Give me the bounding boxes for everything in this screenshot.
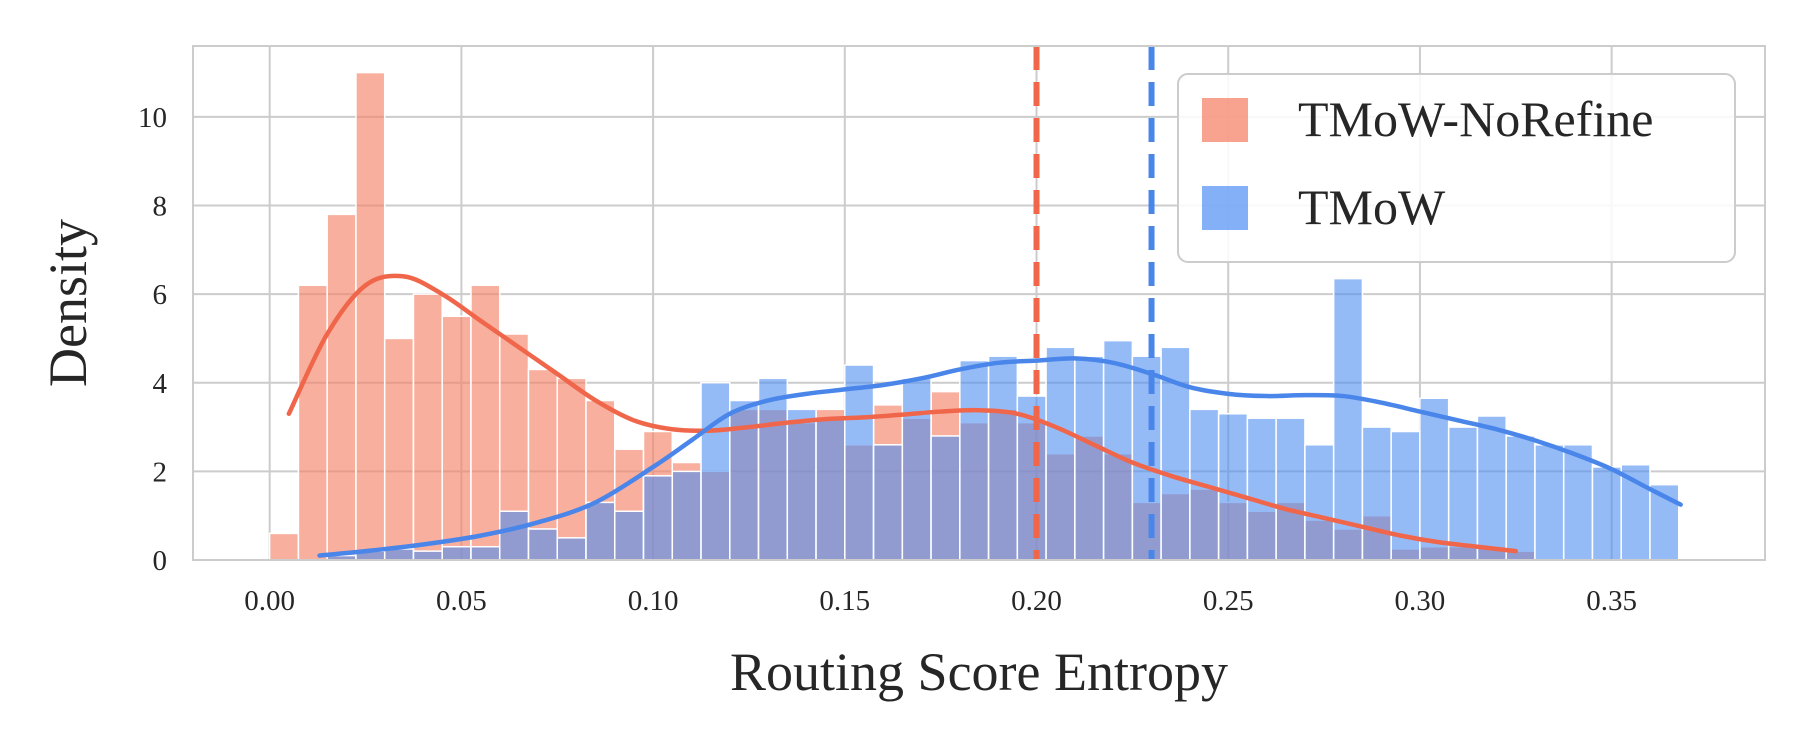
x-tick-label-5: 0.25 [1203, 585, 1254, 617]
histogram-bars [268, 71, 1680, 561]
bar-series0-3 [355, 71, 386, 561]
bar-series1-9 [585, 501, 616, 561]
x-tick-label-6: 0.30 [1395, 585, 1446, 617]
bar-series0-0 [268, 532, 300, 561]
bar-series0-6 [441, 315, 472, 561]
bar-series1-18 [844, 364, 875, 561]
bar-series1-41 [1505, 435, 1536, 561]
mean-lines [1033, 46, 1155, 560]
bar-series1-21 [930, 435, 961, 561]
x-tick-label-1: 0.05 [436, 585, 487, 617]
bar-series0-1 [297, 284, 328, 561]
bar-series1-33 [1275, 417, 1306, 561]
bar-series1-4 [441, 545, 472, 561]
bar-series1-38 [1419, 397, 1450, 561]
bar-series1-8 [556, 537, 587, 561]
bar-series1-31 [1217, 413, 1249, 561]
y-tick-label-3: 6 [153, 279, 168, 311]
bar-series0-4 [383, 337, 415, 561]
plot-frame [192, 45, 1766, 561]
y-tick-label-0: 0 [153, 545, 168, 577]
bar-series1-7 [527, 528, 558, 561]
bar-series1-26 [1074, 355, 1105, 561]
bar-series1-44 [1591, 466, 1622, 561]
bar-series1-36 [1361, 426, 1392, 561]
bar-series1-39 [1447, 426, 1479, 561]
bar-series1-32 [1246, 417, 1277, 561]
bar-series0-2 [326, 213, 357, 561]
kde-curves [286, 273, 1683, 558]
bar-series1-10 [614, 510, 645, 561]
bar-series1-42 [1534, 444, 1565, 561]
bar-series1-5 [470, 545, 501, 561]
bar-series1-23 [987, 355, 1019, 561]
bar-series1-17 [815, 417, 846, 561]
bar-series1-20 [901, 377, 932, 561]
bar-series0-10 [556, 377, 587, 561]
x-tick-label-7: 0.35 [1586, 585, 1637, 617]
legend-label-1: TMoW [1298, 179, 1446, 235]
kde-curve-0 [286, 273, 1519, 554]
legend-label-0: TMoW-NoRefine [1298, 91, 1653, 147]
bar-series1-16 [786, 408, 817, 561]
y-tick-label-2: 4 [153, 368, 168, 400]
x-axis-title: Routing Score Entropy [730, 642, 1228, 702]
bar-series1-6 [498, 510, 530, 561]
y-axis-title: Density [38, 219, 98, 387]
bar-series0-5 [412, 293, 443, 561]
bar-series1-13 [700, 382, 731, 561]
legend: TMoW-NoRefine TMoW [1177, 73, 1736, 263]
bar-series1-40 [1476, 415, 1507, 561]
kde-curve-1 [317, 356, 1683, 558]
x-tick-label-3: 0.15 [819, 585, 870, 617]
bar-series1-12 [671, 470, 702, 561]
bar-series1-35 [1332, 277, 1364, 561]
bar-series1-28 [1131, 355, 1162, 561]
y-tick-label-1: 2 [153, 456, 168, 488]
y-tick-label-5: 10 [138, 102, 167, 134]
legend-swatch-0 [1202, 98, 1248, 142]
legend-swatch-1 [1202, 186, 1248, 230]
bar-series1-25 [1045, 346, 1076, 561]
bar-series1-3 [412, 550, 443, 561]
x-tick-label-0: 0.00 [244, 585, 295, 617]
bar-series1-34 [1304, 444, 1335, 561]
bar-series1-11 [642, 475, 674, 561]
x-tick-label-4: 0.20 [1011, 585, 1062, 617]
legend-box [1177, 73, 1736, 263]
bar-series1-15 [757, 377, 789, 561]
y-tick-label-4: 8 [153, 191, 168, 223]
bar-series1-45 [1620, 463, 1651, 561]
x-tick-label-2: 0.10 [628, 585, 679, 617]
tick-labels: 0.00 0.05 0.10 0.15 0.20 0.25 0.30 0.35 0 2 4 6 8 10 [138, 102, 1637, 617]
bar-series1-43 [1562, 444, 1594, 561]
bar-series1-19 [872, 444, 904, 561]
bar-series1-22 [959, 359, 990, 561]
